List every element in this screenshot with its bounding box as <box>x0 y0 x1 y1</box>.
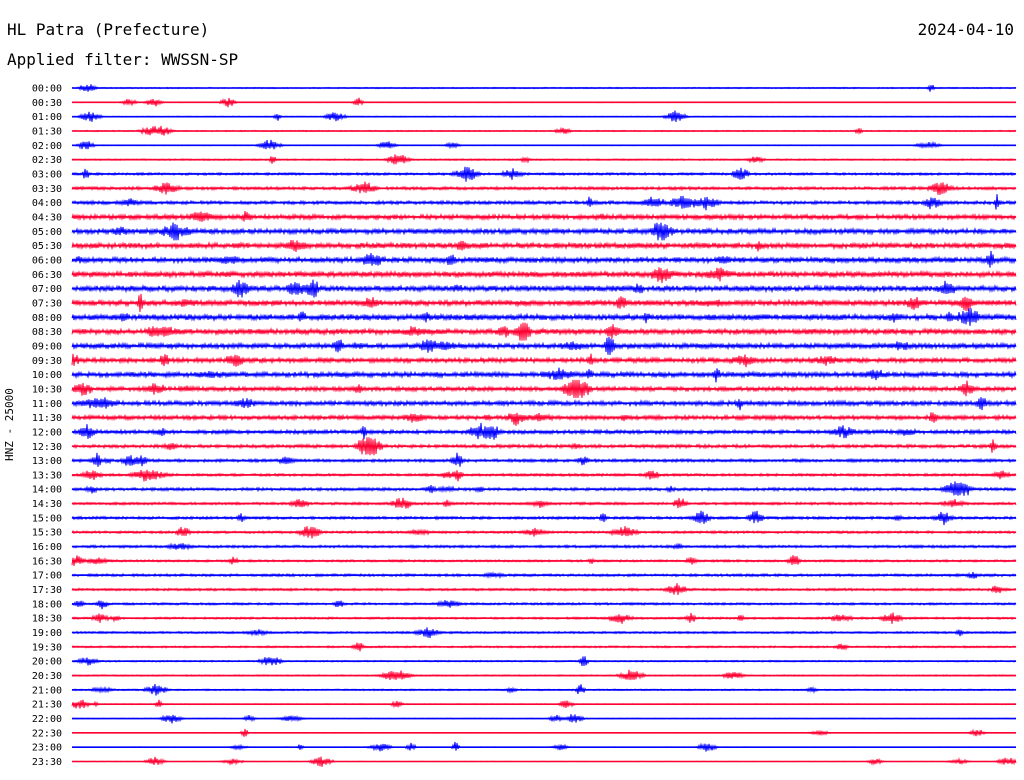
trace-0600 <box>71 250 1017 268</box>
row-label-1500: 15:00 <box>32 513 62 524</box>
row-label-1430: 14:30 <box>32 499 62 510</box>
row-label-0500: 05:00 <box>32 227 62 238</box>
row-label-0600: 06:00 <box>32 255 62 266</box>
row-label-1830: 18:30 <box>32 614 62 625</box>
row-label-0100: 01:00 <box>32 112 62 123</box>
row-label-1100: 11:00 <box>32 399 62 410</box>
row-label-0400: 04:00 <box>32 198 62 209</box>
trace-1130 <box>71 412 1017 426</box>
date-label: 2024-04-10 <box>917 20 1014 39</box>
row-label-0700: 07:00 <box>32 284 62 295</box>
trace-0630 <box>71 267 1017 284</box>
row-label-1000: 10:00 <box>32 370 62 381</box>
row-label-2030: 20:30 <box>32 671 62 682</box>
row-label-1130: 11:30 <box>32 413 62 424</box>
row-label-2330: 23:30 <box>32 757 62 768</box>
row-label-1700: 17:00 <box>32 571 62 582</box>
row-label-0900: 09:00 <box>32 341 62 352</box>
row-label-0330: 03:30 <box>32 184 62 195</box>
row-label-0830: 08:30 <box>32 327 62 338</box>
row-labels: 00:00 00:30 01:00 01:30 02:00 02:30 03:00 03:30… <box>32 84 62 769</box>
row-label-0530: 05:30 <box>32 241 62 252</box>
station-title: HL Patra (Prefecture) <box>7 20 210 39</box>
trace-0730 <box>71 293 1017 312</box>
row-label-0230: 02:30 <box>32 155 62 166</box>
row-label-1900: 19:00 <box>32 628 62 639</box>
traces <box>71 84 1017 767</box>
filter-label: Applied filter: WWSSN-SP <box>7 50 239 69</box>
row-label-2100: 21:00 <box>32 685 62 696</box>
row-label-1930: 19:30 <box>32 642 62 653</box>
channel-axis-label: HNZ - 25000 <box>3 387 16 461</box>
row-label-2200: 22:00 <box>32 714 62 725</box>
row-label-1300: 13:00 <box>32 456 62 467</box>
row-label-1630: 16:30 <box>32 556 62 567</box>
row-label-0630: 06:30 <box>32 270 62 281</box>
row-label-0000: 00:00 <box>32 84 62 95</box>
row-label-1330: 13:30 <box>32 470 62 481</box>
row-label-0300: 03:00 <box>32 169 62 180</box>
row-label-0930: 09:30 <box>32 356 62 367</box>
row-label-1730: 17:30 <box>32 585 62 596</box>
row-label-0200: 02:00 <box>32 141 62 152</box>
row-label-2230: 22:30 <box>32 728 62 739</box>
row-label-0030: 00:30 <box>32 98 62 109</box>
row-label-1230: 12:30 <box>32 442 62 453</box>
row-label-2300: 23:00 <box>32 743 62 754</box>
row-label-1200: 12:00 <box>32 427 62 438</box>
row-label-1030: 10:30 <box>32 384 62 395</box>
row-label-1530: 15:30 <box>32 528 62 539</box>
row-label-0130: 01:30 <box>32 126 62 137</box>
row-label-2130: 21:30 <box>32 700 62 711</box>
row-label-1600: 16:00 <box>32 542 62 553</box>
row-label-1400: 14:00 <box>32 485 62 496</box>
row-label-2000: 20:00 <box>32 657 62 668</box>
row-label-0730: 07:30 <box>32 298 62 309</box>
row-label-1800: 18:00 <box>32 599 62 610</box>
row-label-0800: 08:00 <box>32 313 62 324</box>
row-label-0430: 04:30 <box>32 212 62 223</box>
